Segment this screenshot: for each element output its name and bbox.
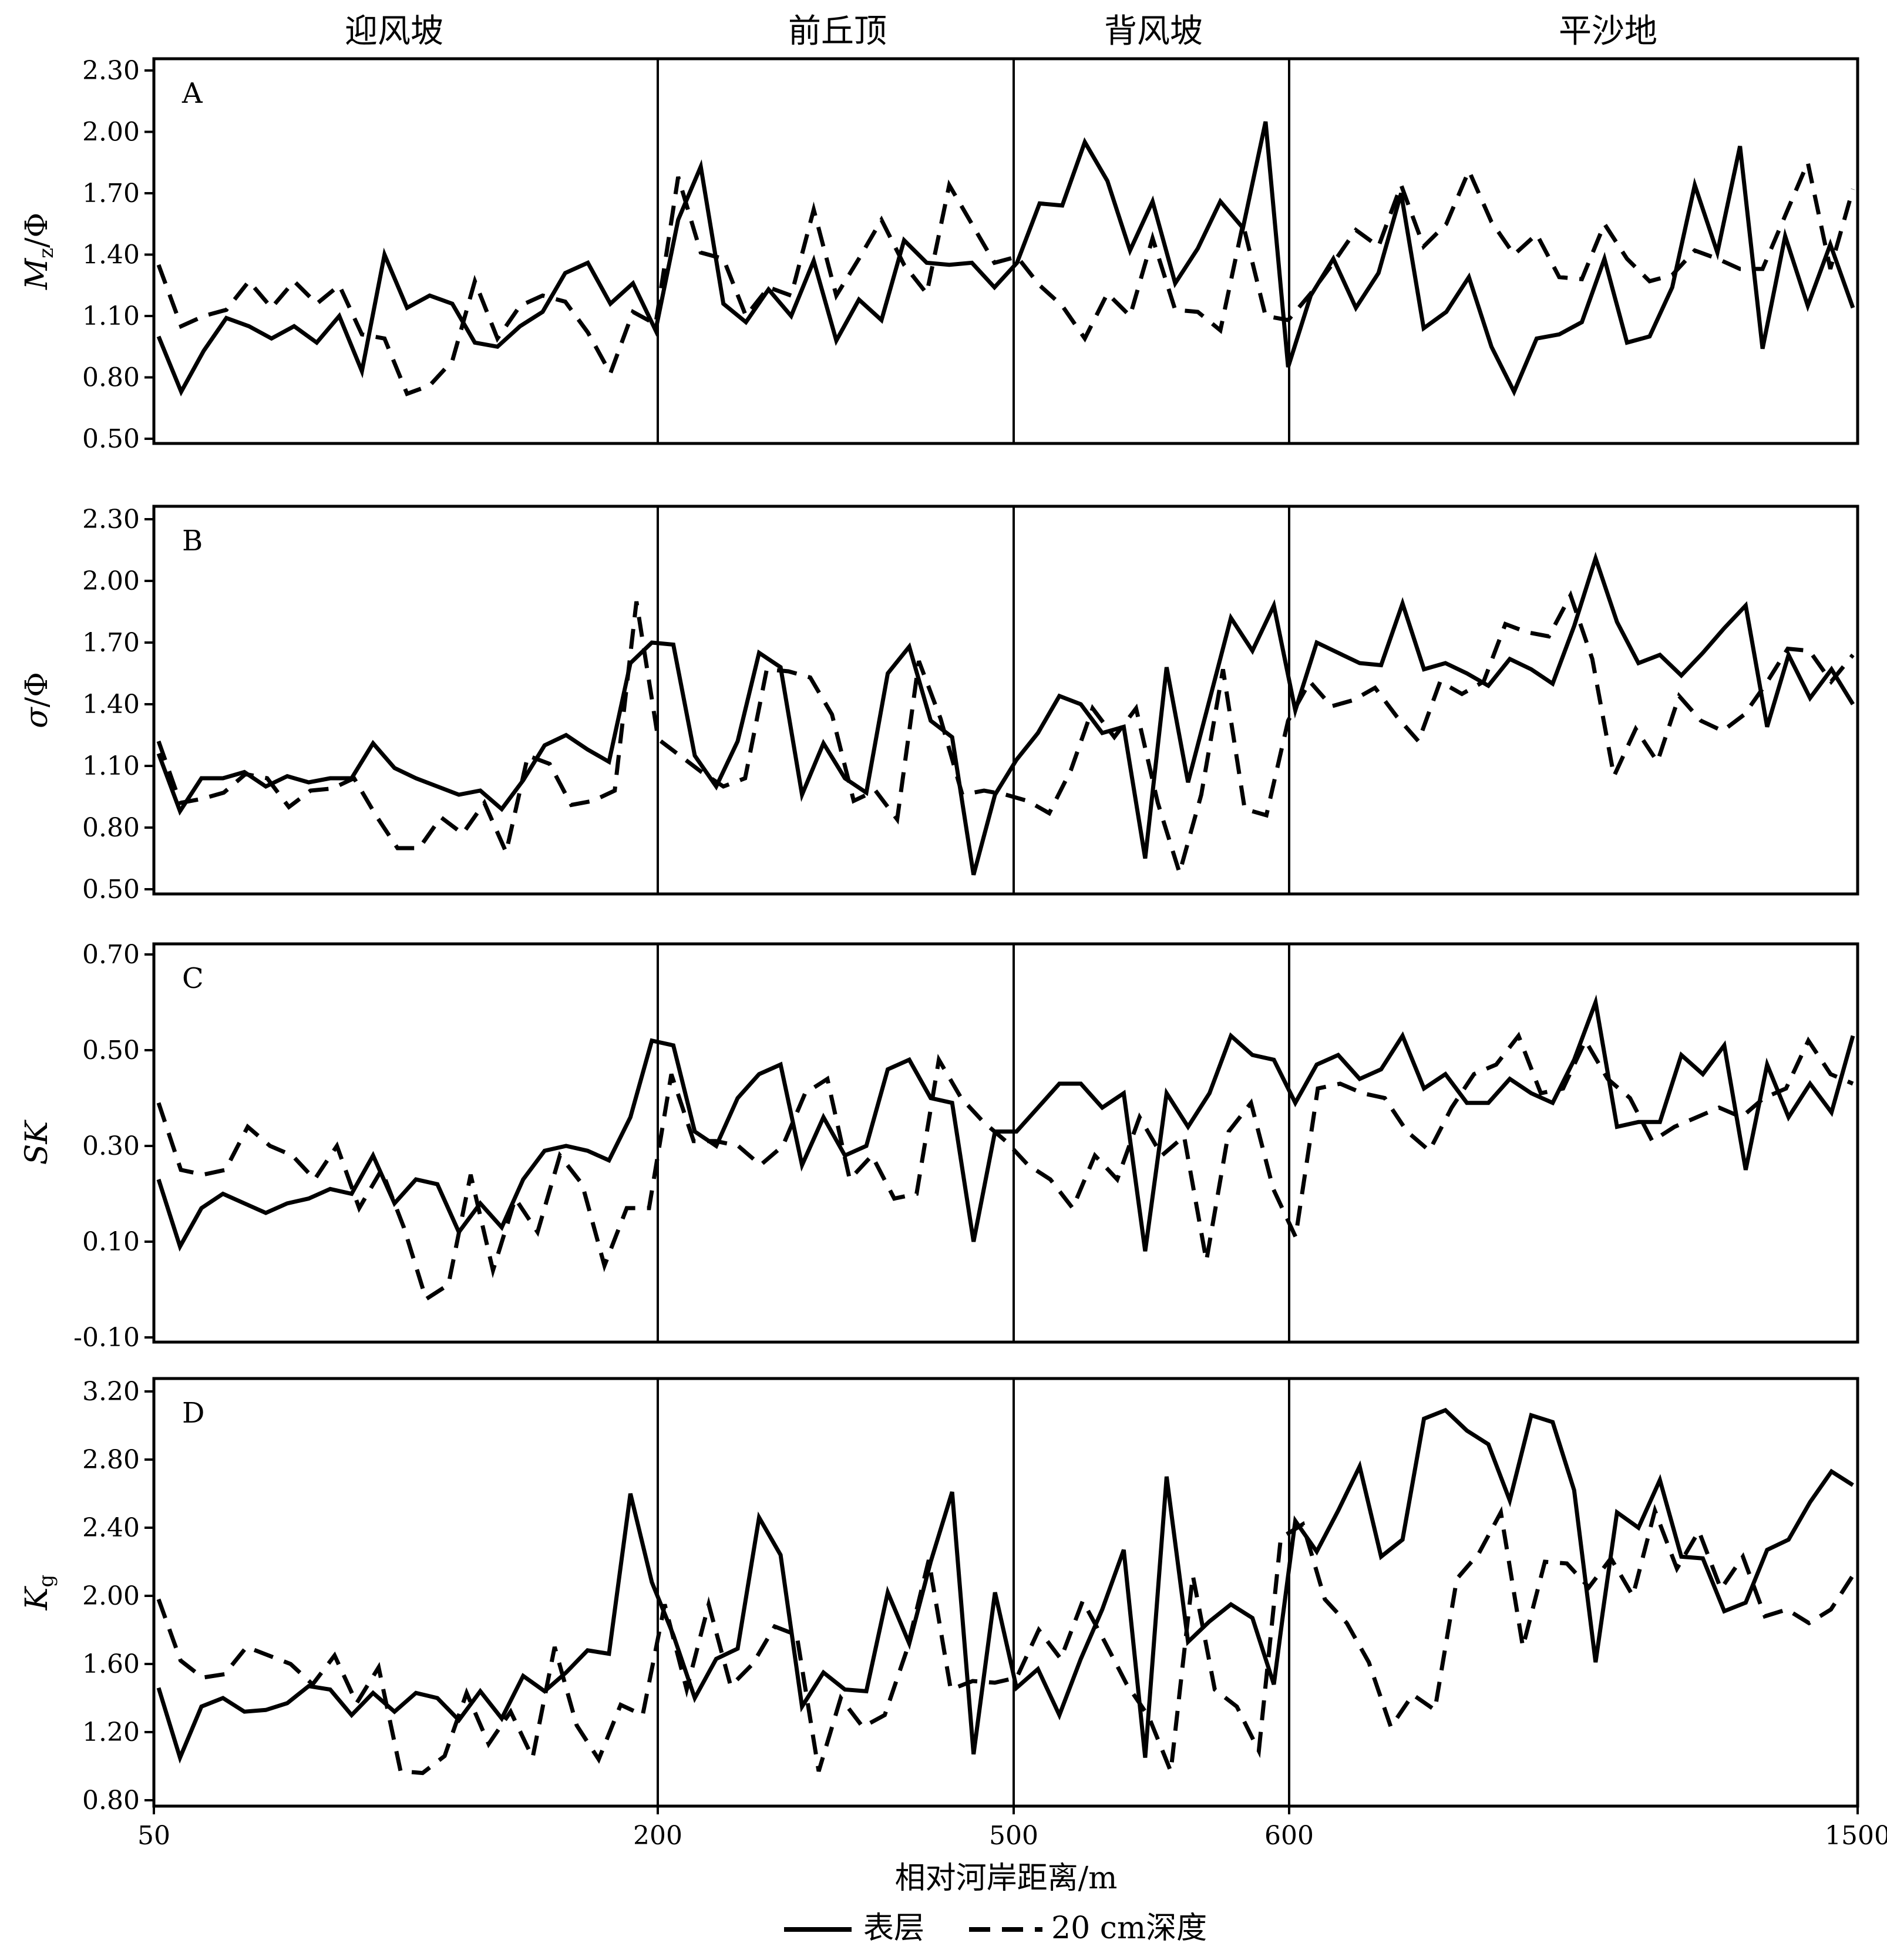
panel-frame (152, 1377, 1859, 1808)
x-tick-label: 500 (989, 1821, 1038, 1851)
panel-frame (152, 57, 1859, 445)
series-line-depth20 (156, 1504, 1855, 1776)
y-tick-label: -0.10 (73, 1323, 140, 1353)
series-line-depth20 (156, 156, 1855, 396)
x-axis-label: 相对河岸距离/m (895, 1861, 1118, 1896)
panel-letter: A (181, 77, 203, 110)
y-tick-label: 0.50 (82, 424, 140, 454)
y-tick-label: 2.00 (82, 566, 140, 596)
y-axis-label: σ/Φ (19, 672, 55, 728)
y-axis-label: SK (19, 1119, 55, 1165)
zone-label: 迎风坡 (345, 12, 443, 51)
y-tick-label: 1.60 (82, 1649, 140, 1679)
y-tick-label: 1.40 (82, 690, 140, 720)
y-tick-label: 0.80 (82, 1786, 140, 1816)
x-axis: 50 200 500 600 1500 (137, 1806, 1887, 1851)
y-axis-label: Kg (19, 1575, 58, 1611)
legend-label-depth20: 20 cm深度 (1051, 1911, 1207, 1946)
y-tick-label: 1.10 (82, 301, 140, 331)
y-tick-label: 1.20 (82, 1717, 140, 1747)
y-tick-label: 2.00 (82, 1581, 140, 1611)
zone-label: 平沙地 (1559, 12, 1657, 51)
y-tick-label: 2.80 (82, 1445, 140, 1475)
panel-letter: C (182, 962, 204, 995)
zone-label: 前丘顶 (788, 12, 887, 51)
x-tick-label: 600 (1264, 1821, 1314, 1851)
x-tick-label: 50 (137, 1821, 170, 1851)
panels: 0.50 0.80 1.10 1.40 1.70 2.00 2.30 A Mz/Φ 0.50 0.8… (19, 56, 1859, 1816)
y-axis-label: Mz/Φ (19, 213, 58, 290)
zone-label: 背风坡 (1104, 12, 1203, 51)
series-line-surface (156, 994, 1855, 1252)
panel-letter: B (182, 525, 203, 557)
y-tick-label: 2.40 (82, 1513, 140, 1543)
y-tick-label: 0.10 (82, 1227, 140, 1257)
series-line-surface (156, 121, 1855, 397)
panel-d: 0.80 1.20 1.60 2.00 2.40 2.80 3.20 D Kg (19, 1377, 1859, 1816)
series-line-depth20 (156, 1031, 1854, 1303)
y-tick-label: 1.40 (82, 240, 140, 270)
y-tick-label: 0.80 (82, 813, 140, 843)
panel-frame (152, 505, 1859, 896)
panel-c: -0.10 0.10 0.30 0.50 0.70 C SK (19, 940, 1859, 1353)
series-line-surface (156, 1407, 1854, 1764)
y-tick-label: 1.10 (82, 751, 140, 781)
y-tick-label: 2.30 (82, 56, 140, 86)
panel-letter: D (182, 1397, 204, 1430)
legend-label-surface: 表层 (863, 1911, 924, 1946)
panel-b: 0.50 0.80 1.10 1.40 1.70 2.00 2.30 Bσ/Φ (19, 505, 1859, 905)
y-tick-label: 3.20 (82, 1377, 140, 1407)
x-tick-label: 200 (633, 1821, 682, 1851)
zone-labels: 迎风坡 前丘顶 背风坡 平沙地 (345, 12, 1657, 51)
y-tick-label: 2.30 (82, 505, 140, 534)
y-tick-label: 0.80 (82, 363, 140, 393)
y-tick-label: 0.50 (82, 1036, 140, 1065)
y-tick-label: 0.30 (82, 1131, 140, 1161)
y-tick-label: 1.70 (82, 628, 140, 658)
series-line-depth20 (156, 590, 1855, 880)
y-tick-label: 1.70 (82, 179, 140, 209)
y-tick-label: 0.70 (82, 940, 140, 970)
legend: 表层 20 cm深度 (784, 1911, 1207, 1946)
series-line-surface (156, 552, 1855, 876)
panel-a: 0.50 0.80 1.10 1.40 1.70 2.00 2.30 A Mz/Φ (19, 56, 1859, 454)
y-tick-label: 0.50 (82, 875, 140, 905)
y-tick-label: 2.00 (82, 117, 140, 147)
x-tick-label: 1500 (1825, 1821, 1887, 1851)
panel-frame (152, 942, 1859, 1344)
